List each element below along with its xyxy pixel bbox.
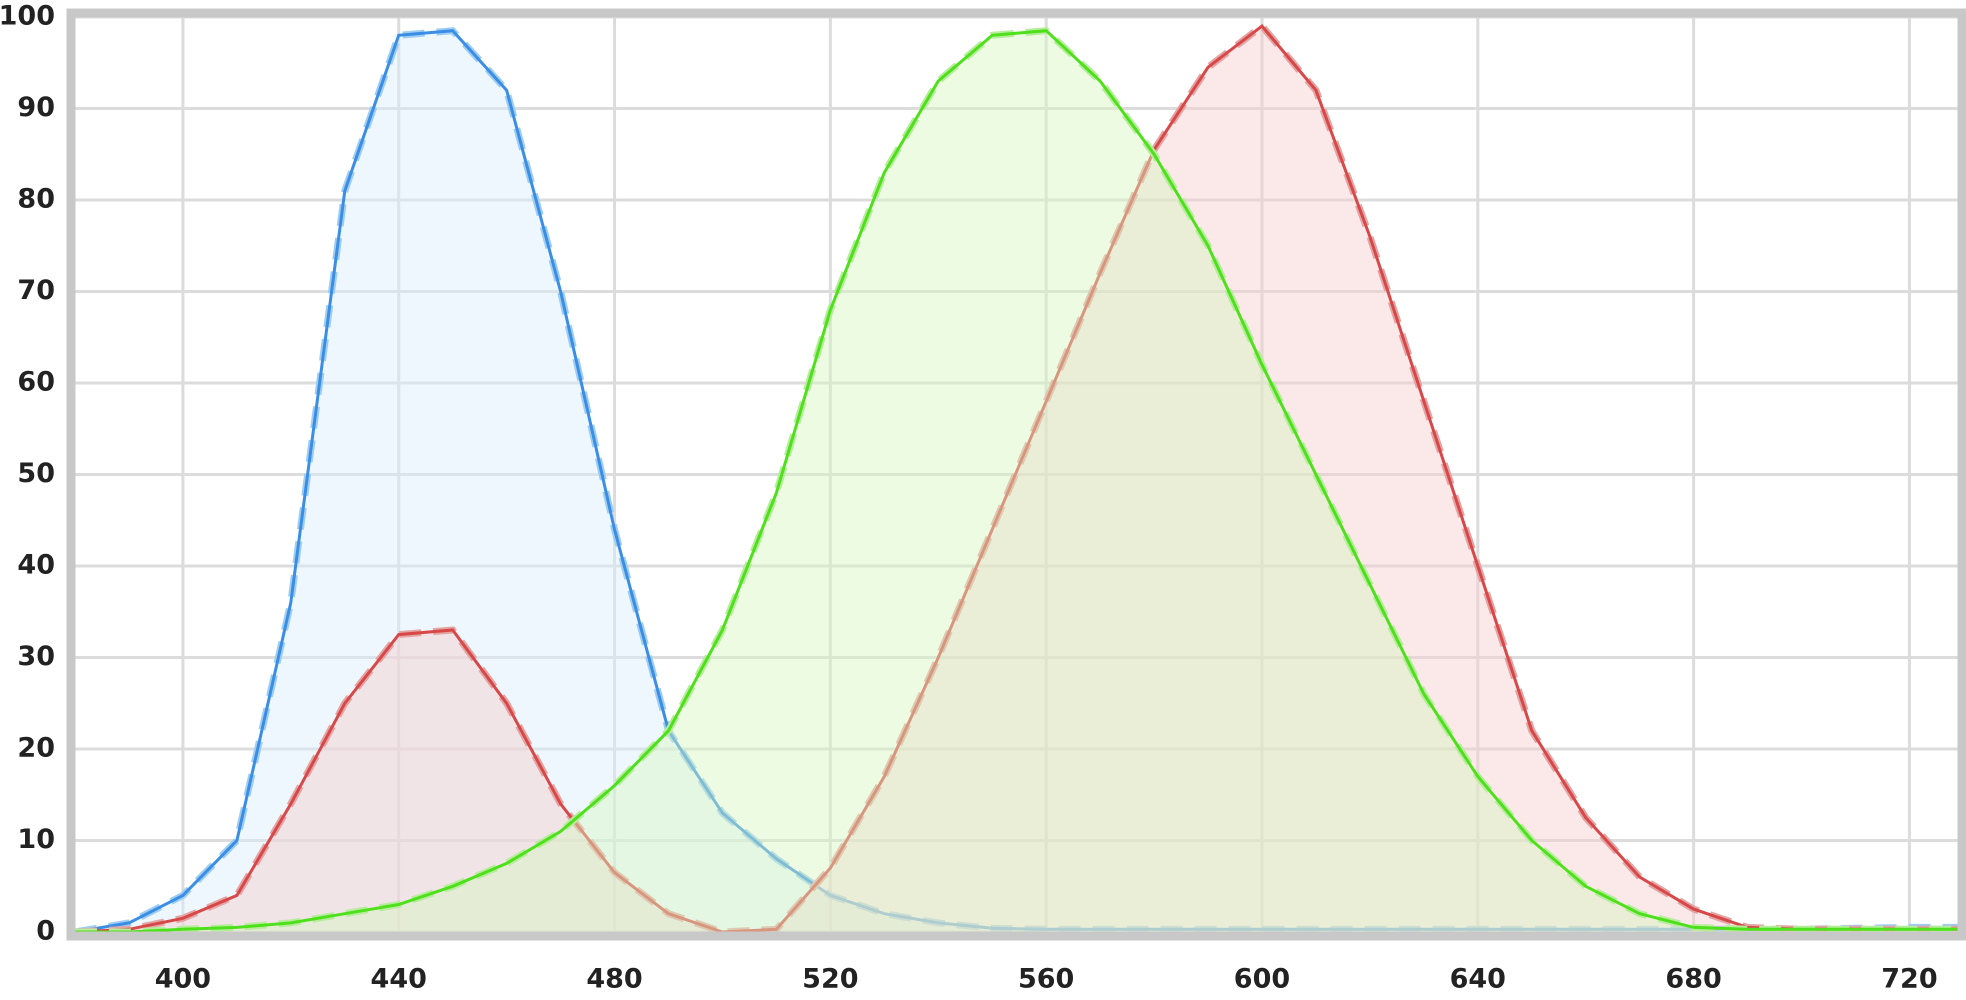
- x-tick-label: 520: [802, 964, 858, 995]
- y-tick-label: 40: [17, 550, 55, 581]
- x-tick-label: 680: [1665, 964, 1721, 995]
- plot-border: [66, 8, 1966, 941]
- x-tick-label: 440: [371, 964, 427, 995]
- y-tick-label: 10: [17, 824, 55, 855]
- y-tick-label: 60: [17, 367, 55, 398]
- area: [75, 30, 1958, 932]
- line: [75, 29, 1958, 934]
- y-tick-label: 90: [17, 92, 55, 123]
- y-tick-label: 50: [17, 458, 55, 489]
- x-tick-label: 480: [586, 964, 642, 995]
- line: [74, 29, 1958, 934]
- x-tick-label: 600: [1234, 964, 1290, 995]
- x-tick-label: 640: [1450, 964, 1506, 995]
- y-tick-label: 100: [0, 1, 55, 32]
- x-tick-label: 400: [155, 964, 211, 995]
- x-tick-label: 560: [1018, 964, 1074, 995]
- y-tick-label: 0: [36, 916, 55, 947]
- y-tick-label: 30: [17, 641, 55, 672]
- area: [75, 30, 1958, 932]
- x-tick-label: 720: [1881, 964, 1937, 995]
- y-tick-label: 70: [17, 275, 55, 306]
- y-tick-label: 80: [17, 184, 55, 215]
- y-tick-label: 20: [17, 733, 55, 764]
- line: [74, 24, 1958, 934]
